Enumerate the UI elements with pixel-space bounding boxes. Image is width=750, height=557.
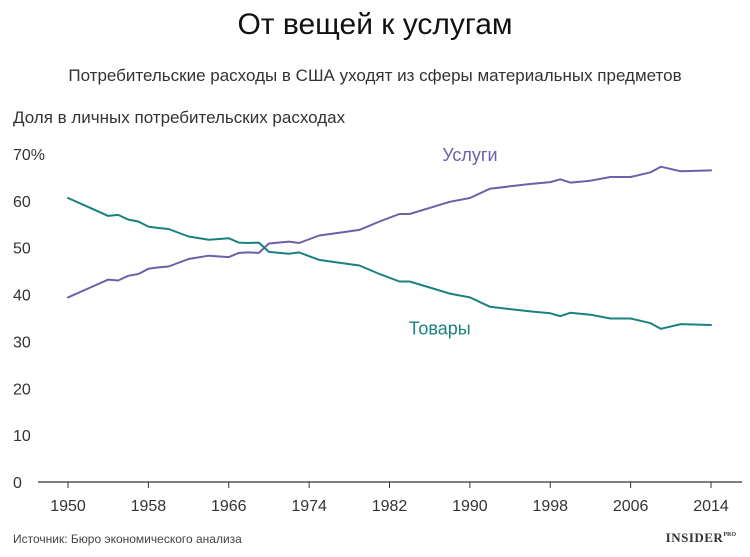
y-tick-label: 0 [13,475,22,492]
y-tick-label: 50 [13,241,31,258]
x-tick-label: 1982 [372,498,408,515]
brand-name: INSIDER [665,530,724,545]
y-tick-label: 60 [13,194,31,211]
x-tick-label: 2006 [613,498,649,515]
x-tick-label: 1998 [532,498,568,515]
x-tick-label: 1990 [452,498,488,515]
y-tick-label: 30 [13,334,31,351]
source-note: Источник: Бюро экономического анализа [13,532,242,546]
y-tick-label: 20 [13,381,31,398]
y-tick-label: 10 [13,428,31,445]
y-tick-label: 40 [13,288,31,305]
x-tick-label: 1966 [211,498,247,515]
brand-suffix: PRO [723,532,736,538]
series-line-goods [67,197,712,330]
x-tick-label: 1958 [131,498,167,515]
series-label-goods: Товары [409,318,471,338]
series-line-services [67,165,712,299]
chart-subtitle: Потребительские расходы в США уходят из … [68,66,682,85]
y-axis-label: Доля в личных потребительских расходах [13,108,346,127]
x-tick-label: 1950 [50,498,86,515]
series-label-services: Услуги [442,145,497,165]
chart-title: От вещей к услугам [237,8,513,41]
x-tick-label: 1974 [291,498,327,515]
y-tick-label: 70% [13,147,45,164]
x-tick-label: 2014 [693,498,729,515]
brand-logo: INSIDERPRO [666,530,736,546]
